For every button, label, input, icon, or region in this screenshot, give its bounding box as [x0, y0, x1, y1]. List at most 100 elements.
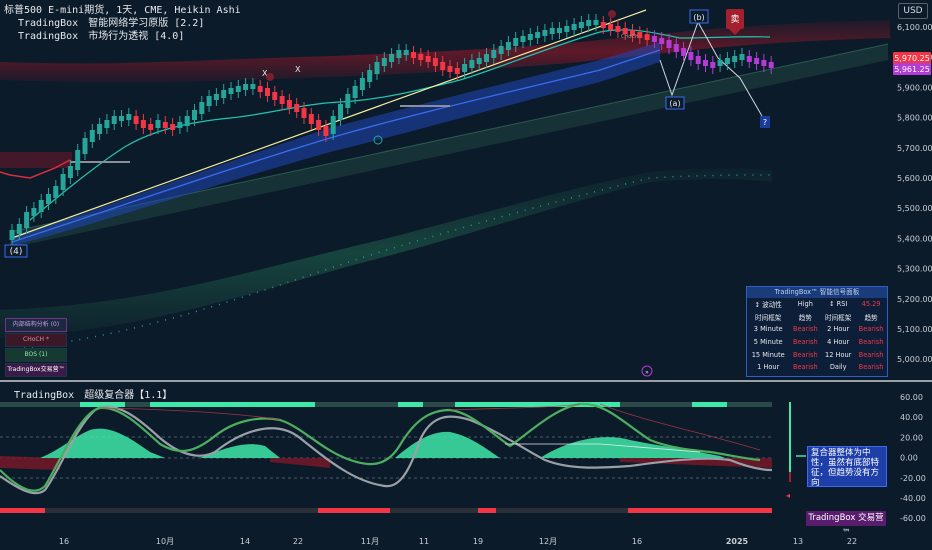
wave-a-label: (a): [665, 96, 685, 110]
candle-body: [746, 56, 752, 62]
chart-legend: 标普500 E-mini期货, 1天, CME, Heikin Ashi Tra…: [4, 4, 241, 43]
candle-body: [505, 42, 511, 50]
candle-body: [593, 20, 599, 25]
price-tick-label: 5,400.00: [897, 234, 932, 243]
candle-body: [265, 88, 270, 96]
osc-mint-fill-3: [395, 431, 500, 458]
candle-body: [644, 34, 650, 40]
candle-body: [535, 32, 541, 38]
osc-tick-label: 0.00: [900, 454, 918, 463]
signal-cell: Bearish: [858, 350, 884, 359]
sell-signal[interactable]: 卖: [726, 9, 744, 35]
candle-body: [403, 50, 409, 55]
price-axis[interactable]: 6,100.006,000.005,900.005,800.005,700.00…: [897, 23, 932, 364]
candle-body: [411, 52, 416, 58]
time-axis[interactable]: 16 10月 14 22 11月 11 19 12月 16 2025 13 22: [59, 537, 857, 546]
candle-body: [89, 130, 95, 142]
replay-icon-mid[interactable]: »: [641, 365, 653, 377]
bos-legend: BOS (1): [5, 348, 67, 362]
signal-cell: Bearish: [858, 363, 884, 372]
osc-tick-label: -20.00: [900, 474, 926, 483]
candle-body: [53, 186, 59, 198]
oscillator-axis[interactable]: 60.00 40.00 20.00 0.00 -20.00 -40.00 -60.00: [900, 393, 926, 523]
candle-body: [301, 108, 307, 118]
wave-4-label: (4): [4, 244, 28, 258]
candle-body: [608, 24, 614, 30]
signal-row: 5 Minute Bearish 4 Hour Bearish: [747, 336, 887, 349]
time-tick-label: 22: [293, 537, 303, 546]
candle-body: [484, 54, 489, 62]
choch-small-label: CHoCH: [621, 34, 639, 40]
osc-tick-label: 40.00: [900, 413, 923, 422]
red-left-band: [0, 152, 72, 168]
signal-cell: 趋势: [798, 313, 812, 322]
signal-cell: Bearish: [792, 363, 818, 372]
candle-body: [622, 28, 628, 34]
candle-body: [213, 94, 219, 100]
candle-body: [630, 30, 635, 36]
indicator-legend-1[interactable]: TradingBox 智能网络学习原版 [2.2]: [18, 18, 205, 29]
candle-body: [60, 174, 66, 190]
svg-text:(4): (4): [10, 247, 23, 257]
candle-body: [418, 54, 424, 60]
signal-cell: Bearish: [792, 325, 818, 334]
time-tick-label: 2025: [726, 537, 749, 546]
candle-body: [440, 62, 446, 70]
blue-trend-band: [12, 42, 660, 246]
candle-body: [140, 120, 146, 128]
candle-body: [323, 126, 329, 136]
candle-body: [104, 120, 110, 128]
brand-badge: TradingBox 交易营™: [806, 511, 886, 538]
svg-text:(b): (b): [693, 13, 704, 22]
signal-panel: TradingBox™ 智能信号面板 ↕ 波动性 High ↕ RSI 45.29 时间…: [746, 286, 888, 377]
candle-body: [359, 78, 365, 90]
osc-level-bar: [789, 402, 791, 472]
candle-body: [155, 120, 161, 128]
candle-body: [651, 36, 657, 42]
candlesticks: [9, 14, 774, 246]
candle-body: [294, 104, 300, 112]
price-badge-upper: 5,970.25: [893, 52, 931, 64]
osc-top-strip: [0, 402, 772, 407]
candle-body: [520, 36, 526, 42]
signal-cell: Bearish: [858, 338, 884, 347]
candle-body: [462, 64, 468, 72]
signal-cell: Bearish: [792, 350, 818, 359]
candle-body: [469, 60, 475, 68]
candle-body: [571, 24, 577, 30]
osc-red-line: [99, 403, 761, 451]
candle-body: [542, 30, 548, 36]
signal-cell: 45.29: [861, 300, 881, 309]
blue-trend-line: [11, 49, 661, 243]
symbol-title[interactable]: 标普500 E-mini期货, 1天, CME, Heikin Ashi: [4, 5, 241, 16]
candle-body: [111, 116, 117, 124]
red-stop-line: [0, 159, 71, 179]
time-tick-label: 12月: [539, 537, 557, 546]
target-circle: [373, 135, 383, 145]
time-tick-label: 16: [59, 537, 69, 546]
candle-body: [316, 120, 322, 130]
price-tick-label: 5,900.00: [897, 83, 932, 92]
osc-white-line: [505, 443, 701, 453]
candle-body: [717, 60, 723, 66]
currency-button[interactable]: USD: [898, 3, 928, 19]
candle-body: [498, 46, 504, 54]
signal-cell: 2 Hour: [827, 325, 850, 334]
candle-body: [739, 54, 745, 60]
candle-body: [31, 208, 37, 216]
signal-panel-title: TradingBox™ 智能信号面板: [747, 287, 887, 298]
time-tick-label: 11: [419, 537, 429, 546]
candle-body: [133, 116, 139, 124]
candle-body: [308, 114, 314, 124]
structure-brand: TradingBox交易营™: [5, 363, 67, 377]
candle-body: [768, 62, 774, 68]
candle-body: [600, 22, 606, 28]
candle-body: [228, 88, 234, 94]
candle-body: [695, 56, 701, 64]
indicator-legend-2[interactable]: TradingBox 市场行为透视 [4.0]: [18, 31, 185, 42]
signal-cell: ↕ RSI: [829, 300, 848, 309]
candle-body: [16, 224, 22, 234]
candle-body: [381, 58, 387, 66]
oscillator-legend[interactable]: TradingBox 超级复合器【1.1】: [14, 390, 173, 401]
